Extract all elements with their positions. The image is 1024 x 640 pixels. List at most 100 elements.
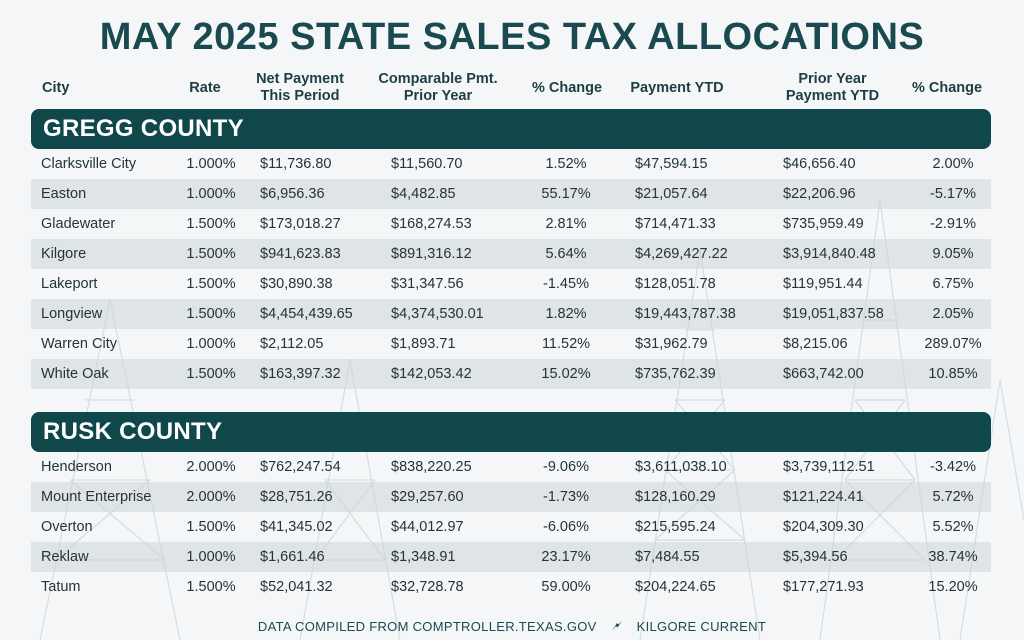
header-pct-change-ytd: % Change bbox=[902, 70, 992, 106]
cell-pct1: 59.00% bbox=[541, 579, 591, 595]
cell-prior-ytd: $22,206.96 bbox=[783, 186, 856, 202]
footer: DATA COMPILED FROM COMPTROLLER.TEXAS.GOV… bbox=[0, 616, 1024, 636]
cell-pct1: -9.06% bbox=[543, 459, 589, 475]
cell-city: Mount Enterprise bbox=[41, 489, 152, 505]
table-row: Reklaw 1.000% $1,661.46 $1,348.91 23.17% $7,4… bbox=[31, 542, 991, 572]
cell-rate: 1.000% bbox=[186, 156, 236, 172]
cell-pct2: 2.00% bbox=[932, 156, 974, 172]
cell-comp: $891,316.12 bbox=[391, 246, 472, 262]
cell-prior-ytd: $121,224.41 bbox=[783, 489, 864, 505]
cell-pct1: 55.17% bbox=[541, 186, 591, 202]
cell-pct1: 11.52% bbox=[541, 336, 591, 352]
cell-pct1: -1.45% bbox=[543, 276, 589, 292]
footer-source: DATA COMPILED FROM COMPTROLLER.TEXAS.GOV bbox=[257, 618, 597, 634]
table-row: Longview 1.500% $4,454,439.65 $4,374,530.01… bbox=[31, 299, 991, 329]
cell-net: $41,345.02 bbox=[260, 519, 333, 535]
cell-ytd: $21,057.64 bbox=[635, 186, 708, 202]
table-row: Kilgore 1.500% $941,623.83 $891,316.12 5.64%… bbox=[31, 239, 991, 269]
cell-city: Lakeport bbox=[41, 276, 98, 292]
cell-city: Longview bbox=[41, 306, 103, 322]
cell-rate: 2.000% bbox=[186, 459, 236, 475]
cell-pct2: 15.20% bbox=[928, 579, 978, 595]
table-row: Henderson 2.000% $762,247.54 $838,220.25 -9.… bbox=[31, 452, 991, 482]
cell-comp: $31,347.56 bbox=[391, 276, 464, 292]
cell-prior-ytd: $177,271.93 bbox=[783, 579, 864, 595]
table-row: Overton 1.500% $41,345.02 $44,012.97 -6.06% $… bbox=[31, 512, 991, 542]
cell-pct1: 1.52% bbox=[545, 156, 587, 172]
header-net-payment-label: Net Payment This Period bbox=[256, 71, 344, 105]
header-pct-change: % Change bbox=[520, 70, 614, 106]
cell-ytd: $128,160.29 bbox=[635, 489, 716, 505]
cell-pct2: 6.75% bbox=[932, 276, 974, 292]
cell-comp: $838,220.25 bbox=[391, 459, 472, 475]
cell-rate: 1.500% bbox=[186, 246, 236, 262]
cell-net: $2,112.05 bbox=[260, 336, 324, 352]
cell-net: $941,623.83 bbox=[260, 246, 341, 262]
cell-rate: 2.000% bbox=[186, 489, 236, 505]
cell-pct2: -2.91% bbox=[930, 216, 976, 232]
cell-city: Reklaw bbox=[41, 549, 89, 565]
header-prior-ytd-label: Prior Year Payment YTD bbox=[786, 71, 879, 105]
header-rate: Rate bbox=[170, 70, 240, 106]
header-prior-year-ytd: Prior Year Payment YTD bbox=[770, 70, 895, 106]
table-row: White Oak 1.500% $163,397.32 $142,053.42 15.… bbox=[31, 359, 991, 389]
cell-pct2: -3.42% bbox=[930, 459, 976, 475]
table-row: Mount Enterprise 2.000% $28,751.26 $29,257.… bbox=[31, 482, 991, 512]
cell-ytd: $31,962.79 bbox=[635, 336, 708, 352]
cell-pct1: 2.81% bbox=[545, 216, 587, 232]
header-comp-line2: Prior Year bbox=[403, 88, 473, 104]
cell-ytd: $215,595.24 bbox=[635, 519, 716, 535]
header-payment-ytd: Payment YTD bbox=[622, 70, 732, 106]
cell-rate: 1.000% bbox=[186, 549, 236, 565]
cell-prior-ytd: $663,742.00 bbox=[783, 366, 864, 382]
cell-pct1: -1.73% bbox=[543, 489, 589, 505]
cell-ytd: $3,611,038.10 bbox=[635, 459, 727, 475]
header-net-line1: Net Payment bbox=[256, 71, 344, 87]
cell-rate: 1.500% bbox=[186, 306, 236, 322]
cell-pct1: 1.82% bbox=[545, 306, 587, 322]
cell-pct1: 23.17% bbox=[541, 549, 591, 565]
cell-prior-ytd: $8,215.06 bbox=[783, 336, 848, 352]
cell-pct2: 2.05% bbox=[932, 306, 974, 322]
table-row: Warren City 1.000% $2,112.05 $1,893.71 11.52… bbox=[31, 329, 991, 359]
cell-pct2: 5.72% bbox=[932, 489, 974, 505]
cell-prior-ytd: $3,914,840.48 bbox=[783, 246, 876, 262]
cell-comp: $168,274.53 bbox=[391, 216, 472, 232]
header-prior-ytd-line2: Payment YTD bbox=[785, 88, 880, 104]
cell-rate: 1.500% bbox=[186, 216, 236, 232]
header-comparable-payment: Comparable Pmt. Prior Year bbox=[368, 70, 508, 106]
county-header-gregg: GREGG COUNTY bbox=[31, 109, 991, 149]
cell-comp: $29,257.60 bbox=[391, 489, 464, 505]
header-net-line2: This Period bbox=[260, 88, 340, 104]
cell-comp: $1,348.91 bbox=[391, 549, 456, 565]
header-net-payment: Net Payment This Period bbox=[240, 70, 360, 106]
cell-prior-ytd: $204,309.30 bbox=[783, 519, 864, 535]
table-row: Easton 1.000% $6,956.36 $4,482.85 55.17% $21,… bbox=[31, 179, 991, 209]
cell-rate: 1.500% bbox=[186, 366, 236, 382]
header-comp-line1: Comparable Pmt. bbox=[378, 71, 498, 87]
cell-ytd: $714,471.33 bbox=[635, 216, 716, 232]
cell-net: $1,661.46 bbox=[260, 549, 325, 565]
cell-pct2: 38.74% bbox=[928, 549, 978, 565]
cell-ytd: $7,484.55 bbox=[635, 549, 700, 565]
header-pct-change-ytd-label: % Change bbox=[911, 79, 983, 96]
cell-net: $28,751.26 bbox=[260, 489, 333, 505]
cell-net: $30,890.38 bbox=[260, 276, 333, 292]
cell-ytd: $19,443,787.38 bbox=[635, 306, 736, 322]
cell-ytd: $4,269,427.22 bbox=[635, 246, 728, 262]
cell-comp: $4,374,530.01 bbox=[391, 306, 484, 322]
header-pct-change-label: % Change bbox=[531, 79, 603, 96]
cell-ytd: $47,594.15 bbox=[635, 156, 708, 172]
cell-pct2: 289.07% bbox=[924, 336, 982, 352]
table-row: Lakeport 1.500% $30,890.38 $31,347.56 -1.45%… bbox=[31, 269, 991, 299]
cell-net: $762,247.54 bbox=[260, 459, 341, 475]
cell-prior-ytd: $119,951.44 bbox=[783, 276, 863, 292]
cell-city: White Oak bbox=[41, 366, 109, 382]
header-city: City bbox=[42, 70, 122, 106]
cell-city: Warren City bbox=[41, 336, 117, 352]
page-title: MAY 2025 STATE SALES TAX ALLOCATIONS bbox=[99, 16, 925, 58]
cell-comp: $4,482.85 bbox=[391, 186, 456, 202]
header-payment-ytd-label: Payment YTD bbox=[630, 79, 724, 96]
cell-pct2: -5.17% bbox=[930, 186, 976, 202]
